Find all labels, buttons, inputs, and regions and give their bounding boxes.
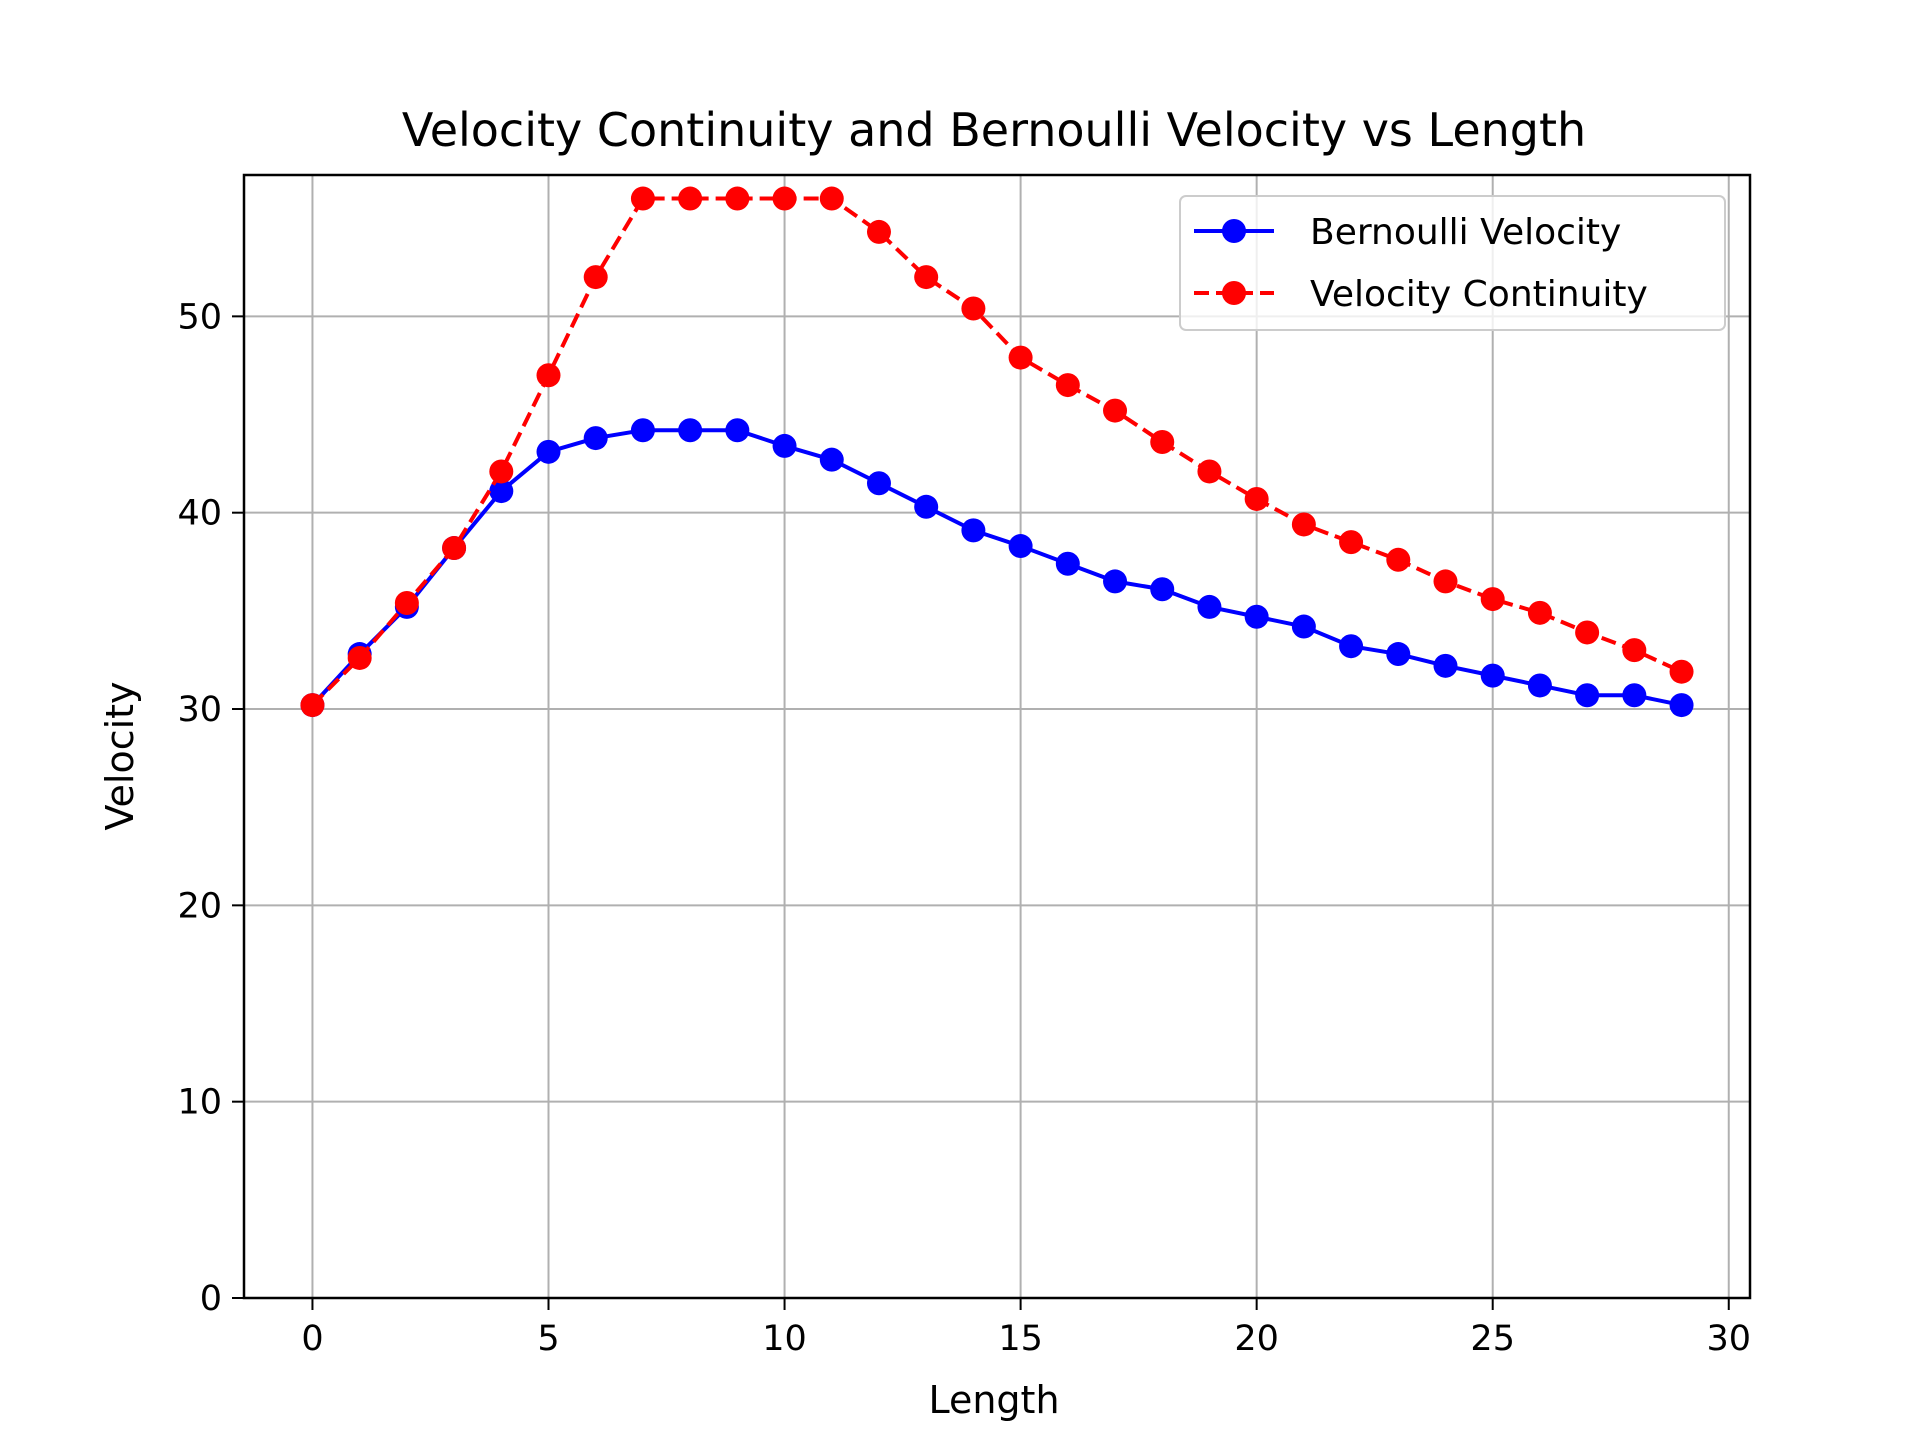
data-point: [1433, 653, 1458, 678]
y-tick-label: 20: [177, 886, 222, 926]
chart-title: Velocity Continuity and Bernoulli Veloci…: [402, 103, 1586, 157]
x-axis-label: Length: [928, 1378, 1059, 1422]
data-point: [678, 418, 703, 443]
data-point: [1055, 551, 1080, 576]
x-tick-label: 15: [998, 1319, 1043, 1359]
data-point: [1433, 569, 1458, 594]
y-tick-label: 0: [200, 1279, 222, 1319]
legend-box: [1179, 195, 1726, 331]
series-line: [311, 196, 1683, 707]
legend-label: Velocity Continuity: [1310, 274, 1648, 315]
data-point: [1480, 663, 1505, 688]
data-point: [1008, 345, 1033, 370]
plot-frame: [242, 173, 1752, 1300]
data-point: [1622, 683, 1647, 708]
data-point: [1339, 530, 1364, 555]
x-tick-label: 30: [1706, 1319, 1751, 1359]
y-tick-label: 30: [177, 690, 222, 730]
data-point: [866, 471, 891, 496]
series-velocity-continuity: [300, 186, 1694, 718]
data-point: [583, 265, 608, 290]
data-point: [347, 645, 372, 670]
data-point: [1197, 459, 1222, 484]
data-point: [914, 265, 939, 290]
data-point: [536, 363, 561, 388]
legend-marker: [1222, 219, 1246, 243]
data-point: [583, 426, 608, 451]
data-point: [819, 186, 844, 211]
data-point: [1386, 547, 1411, 572]
x-tick-label: 0: [301, 1319, 323, 1359]
data-point: [1008, 534, 1033, 559]
y-axis-label: Velocity: [98, 681, 142, 830]
data-point: [1669, 659, 1694, 684]
data-point: [1527, 673, 1552, 698]
data-point: [1669, 693, 1694, 718]
data-point: [772, 433, 797, 458]
data-point: [1055, 373, 1080, 398]
data-point: [1291, 512, 1316, 537]
x-tick-label: 20: [1234, 1319, 1279, 1359]
data-point: [1622, 638, 1647, 663]
y-tick-label: 10: [177, 1083, 222, 1123]
x-tick-label: 10: [762, 1319, 807, 1359]
data-point: [725, 418, 750, 443]
x-tick-label: 25: [1470, 1319, 1515, 1359]
tick-layer: 0 5 10 15 20 25 30 0 10 20 30 40 50: [177, 297, 1751, 1359]
x-tick-label: 5: [537, 1319, 559, 1359]
data-point: [394, 590, 419, 615]
data-point: [1575, 620, 1600, 645]
data-point: [1527, 600, 1552, 625]
data-point: [1244, 604, 1269, 629]
legend-marker: [1222, 281, 1246, 305]
data-point: [961, 518, 986, 543]
data-point: [489, 479, 514, 504]
data-point: [819, 447, 844, 472]
data-point: [1150, 430, 1175, 455]
y-tick-label: 50: [177, 297, 222, 337]
legend-label: Bernoulli Velocity: [1310, 212, 1621, 253]
data-point: [914, 494, 939, 519]
data-point: [1103, 398, 1128, 423]
data-point: [1480, 587, 1505, 612]
legend: Bernoulli Velocity Velocity Continuity: [1179, 195, 1726, 331]
data-point: [630, 186, 655, 211]
data-point: [1291, 614, 1316, 639]
data-point: [1575, 683, 1600, 708]
data-point: [1339, 634, 1364, 659]
data-point: [725, 186, 750, 211]
data-point: [630, 418, 655, 443]
data-point: [961, 296, 986, 321]
data-point: [300, 693, 325, 718]
data-point: [536, 439, 561, 464]
y-tick-label: 40: [177, 494, 222, 534]
data-point: [1386, 642, 1411, 667]
data-point: [1244, 486, 1269, 511]
data-point: [772, 186, 797, 211]
data-point: [1103, 569, 1128, 594]
data-point: [1197, 594, 1222, 619]
data-point: [866, 219, 891, 244]
data-point: [1150, 577, 1175, 602]
data-point: [489, 459, 514, 484]
data-point: [678, 186, 703, 211]
data-point: [442, 536, 467, 561]
series-layer: [300, 186, 1694, 718]
